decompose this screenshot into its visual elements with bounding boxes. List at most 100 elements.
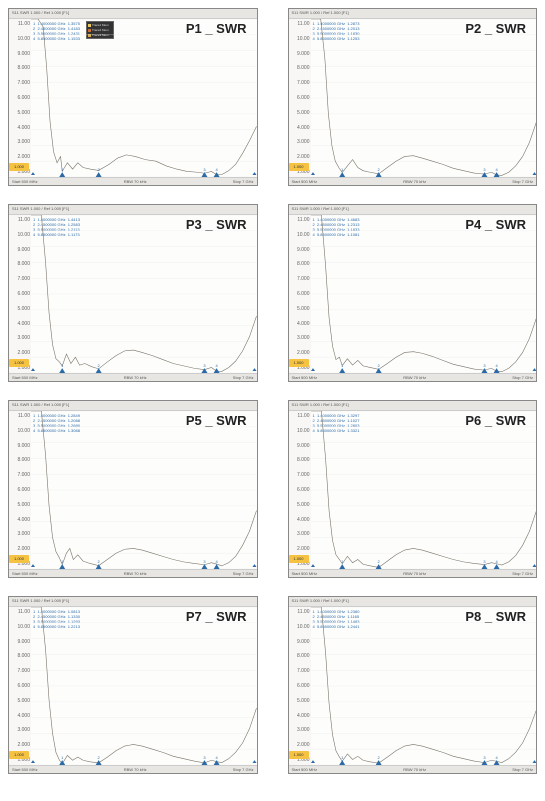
swr-curve-svg: 1234 <box>311 215 537 373</box>
y-tick-label: 3.000 <box>289 531 310 537</box>
panel-header: S11 SWR 1.000 / Ref 1.000 [F1] <box>289 597 537 607</box>
y-axis-labels: 11.0010.009.0008.0007.0006.0005.0004.000… <box>9 215 31 373</box>
swr-curve-svg: 1234 <box>31 607 257 765</box>
plot-area: 11.0010.009.0008.0007.0006.0005.0004.000… <box>289 19 537 177</box>
y-axis-labels: 11.0010.009.0008.0007.0006.0005.0004.000… <box>289 607 311 765</box>
y-tick-label: 4.000 <box>289 125 310 131</box>
y-tick-label: 4.000 <box>289 713 310 719</box>
x-axis-label: Start 500 MHz <box>12 375 38 380</box>
trace-info-text: S11 SWR 1.000 / Ref 1.000 [F1] <box>12 10 69 15</box>
y-tick-label: 5.000 <box>289 306 310 312</box>
marker-number: 3 <box>203 363 206 368</box>
x-axis-label: Stop 7 GHz <box>233 179 254 184</box>
panel-footer: Start 500 MHzRBW 70 kHzStop 7 GHz <box>289 373 537 381</box>
panel-header: S11 SWR 1.000 / Ref 1.000 [F1] <box>9 597 257 607</box>
x-axis-label: RBW 70 kHz <box>403 767 426 772</box>
origin-tag: 1.000 <box>289 555 309 563</box>
y-tick-label: 4.000 <box>289 321 310 327</box>
y-axis-labels: 11.0010.009.0008.0007.0006.0005.0004.000… <box>9 607 31 765</box>
y-tick-label: 8.000 <box>9 261 30 267</box>
y-tick-label: 5.000 <box>9 502 30 508</box>
y-tick-label: 4.000 <box>289 517 310 523</box>
x-axis-label: RBW 70 kHz <box>403 179 426 184</box>
panel-header: S11 SWR 1.000 / Ref 1.000 [F1] <box>289 9 537 19</box>
swr-trace <box>311 215 537 372</box>
plot-area: 11.0010.009.0008.0007.0006.0005.0004.000… <box>9 607 257 765</box>
trace-info-text: S11 SWR 1.000 / Ref 1.000 [F1] <box>292 598 349 603</box>
marker-number: 4 <box>215 167 218 172</box>
y-tick-label: 10.00 <box>9 232 30 238</box>
plot-area: 11.0010.009.0008.0007.0006.0005.0004.000… <box>289 215 537 373</box>
marker-number: 2 <box>377 559 379 564</box>
marker-number: 1 <box>61 363 64 368</box>
panel-footer: Start 500 MHzRBW 70 kHzStop 7 GHz <box>9 177 257 185</box>
panel-header: S11 SWR 1.000 / Ref 1.000 [F1] <box>9 9 257 19</box>
marker-number: 3 <box>483 559 486 564</box>
axis-arrow-icon <box>31 564 35 567</box>
y-tick-label: 4.000 <box>9 713 30 719</box>
y-tick-label: 5.000 <box>289 110 310 116</box>
axis-arrow-icon <box>253 368 257 371</box>
origin-tag: 1.000 <box>9 555 29 563</box>
panel-footer: Start 500 MHz RBW 70 kHz Stop 7 GHz <box>289 569 537 577</box>
y-tick-label: 11.00 <box>289 217 310 223</box>
marker-number: 3 <box>483 755 486 760</box>
marker-number: 1 <box>341 167 344 172</box>
y-tick-label: 6.000 <box>289 683 310 689</box>
y-tick-label: 4.000 <box>9 517 30 523</box>
y-tick-label: 6.000 <box>9 291 30 297</box>
y-tick-label: 7.000 <box>9 80 30 86</box>
plot-area: 11.0010.009.0008.0007.0006.0005.0004.000… <box>289 411 537 569</box>
axis-arrow-icon <box>532 564 536 567</box>
y-axis-labels: 11.0010.009.0008.0007.0006.0005.0004.000… <box>289 19 311 177</box>
marker-number: 4 <box>495 755 498 760</box>
axis-arrow-icon <box>253 564 257 567</box>
marker-number: 4 <box>215 559 218 564</box>
y-tick-label: 5.000 <box>289 502 310 508</box>
y-tick-label: 6.000 <box>289 487 310 493</box>
x-axis-label: Stop 7 GHz <box>512 571 533 576</box>
axis-arrow-icon <box>253 760 257 763</box>
x-axis-label: Start 500 MHz <box>292 767 318 772</box>
x-axis-label: RBW 70 kHz <box>124 767 147 772</box>
y-tick-label: 8.000 <box>289 65 310 71</box>
x-axis-label: Start 500 MHz <box>12 179 38 184</box>
axis-arrow-icon <box>31 172 35 175</box>
axis-arrow-icon <box>311 172 315 175</box>
y-tick-label: 7.000 <box>289 276 310 282</box>
x-axis-label: Start 500 MHz <box>292 375 318 380</box>
trace-info-text: S11 SWR 1.000 / Ref 1.000 [F1] <box>12 598 69 603</box>
origin-tag: 1.000 <box>289 751 309 759</box>
swr-panel-4: S11 SWR 1.000 / Ref 1.000 [F1]11.0010.00… <box>288 204 538 382</box>
plot-area: 11.0010.009.0008.0007.0006.0005.0004.000… <box>9 215 257 373</box>
swr-curve-svg: 1234 <box>31 215 257 373</box>
swr-trace <box>311 411 537 567</box>
x-axis-label: Start 500 MHz <box>292 571 318 576</box>
marker-number: 3 <box>483 167 486 172</box>
y-tick-label: 5.000 <box>289 698 310 704</box>
origin-tag: 1.000 <box>9 359 29 367</box>
y-tick-label: 8.000 <box>9 65 30 71</box>
y-tick-label: 2.000 <box>289 742 310 748</box>
y-tick-label: 3.000 <box>9 335 30 341</box>
y-tick-label: 8.000 <box>9 457 30 463</box>
y-tick-label: 4.000 <box>9 321 30 327</box>
y-tick-label: 8.000 <box>289 653 310 659</box>
y-tick-label: 3.000 <box>289 335 310 341</box>
marker-number: 2 <box>98 363 100 368</box>
x-axis-label: Start 500 MHz <box>292 179 318 184</box>
marker-number: 4 <box>215 755 218 760</box>
y-tick-label: 10.00 <box>289 624 310 630</box>
y-tick-label: 9.000 <box>9 247 30 253</box>
swr-panel-8: S11 SWR 1.000 / Ref 1.000 [F1]11.0010.00… <box>288 596 538 774</box>
x-axis-label: RBW 70 kHz <box>403 571 426 576</box>
x-axis-label: Stop 7 GHz <box>233 571 254 576</box>
panel-footer: Start 500 MHzRBW 70 kHzStop 7 GHz <box>9 373 257 381</box>
swr-panel-2: S11 SWR 1.000 / Ref 1.000 [F1]11.0010.00… <box>288 8 538 186</box>
x-axis-label: Stop 7 GHz <box>233 767 254 772</box>
y-tick-label: 11.00 <box>289 413 310 419</box>
y-tick-label: 8.000 <box>289 457 310 463</box>
axis-arrow-icon <box>31 760 35 763</box>
marker-number: 2 <box>98 755 100 760</box>
origin-tag: 1.000 <box>289 359 309 367</box>
